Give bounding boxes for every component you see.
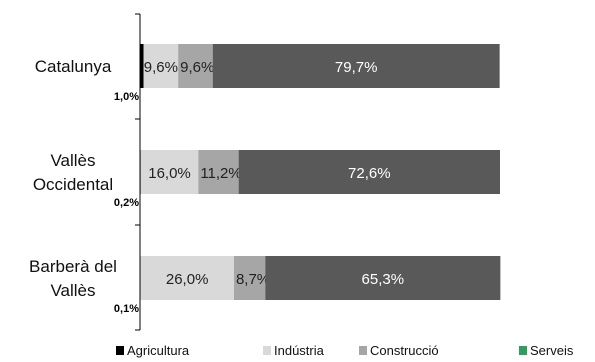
bar-indústria-0 [143,44,179,88]
data-label-construcció-2: 8,7% [236,271,270,288]
data-label-serveis-0: 79,7% [335,59,378,76]
legend-label-indústria: Indústria [274,343,325,358]
bar-serveis-0 [212,44,500,88]
bars-layer: 1,0% 9,6% 9,6% 79,7% 0,2% 16,0% 11,2% 72,6% 0,1%… [114,44,501,315]
category-axis [135,13,141,331]
category-label-1-line-0: Vallès [50,151,95,170]
legend-label-agricultura: Agricultura [127,343,190,358]
category-labels: Catalunya Vallès Occidental Barberà del Vall… [29,57,117,300]
legend-swatch-construcció [359,346,367,355]
category-label-1-line-1: Occidental [33,175,113,194]
legend: Agricultura Indústria Construcció Serveis [116,343,574,358]
category-label-2-line-0: Barberà del [29,257,117,276]
data-label-indústria-2: 26,0% [166,271,209,288]
bar-indústria-1 [140,150,199,194]
category-label-0-line-0: Catalunya [35,57,112,76]
bar-agricultura-0 [140,44,144,88]
bar-construcció-0 [178,44,213,88]
bar-serveis-1 [238,150,500,194]
data-label-indústria-0: 9,6% [144,59,178,76]
legend-label-serveis: Serveis [530,343,574,358]
legend-label-construcció: Construcció [370,343,439,358]
data-label-construcció-0: 9,6% [180,59,214,76]
legend-swatch-indústria [263,346,271,355]
data-label-agricultura-2: 0,1% [114,303,139,315]
legend-swatch-agricultura [116,346,124,355]
data-label-serveis-2: 65,3% [362,271,405,288]
bar-construcció-1 [198,150,239,194]
data-label-indústria-1: 16,0% [148,165,191,182]
bar-indústria-2 [140,256,234,300]
data-label-agricultura-0: 1,0% [114,91,139,103]
bar-construcció-2 [233,256,266,300]
data-label-construcció-1: 11,2% [200,165,241,182]
data-label-serveis-1: 72,6% [348,165,391,182]
data-label-agricultura-1: 0,2% [114,197,139,209]
bar-serveis-2 [265,256,501,300]
legend-swatch-serveis [519,346,527,355]
category-label-2-line-1: Vallès [50,281,95,300]
